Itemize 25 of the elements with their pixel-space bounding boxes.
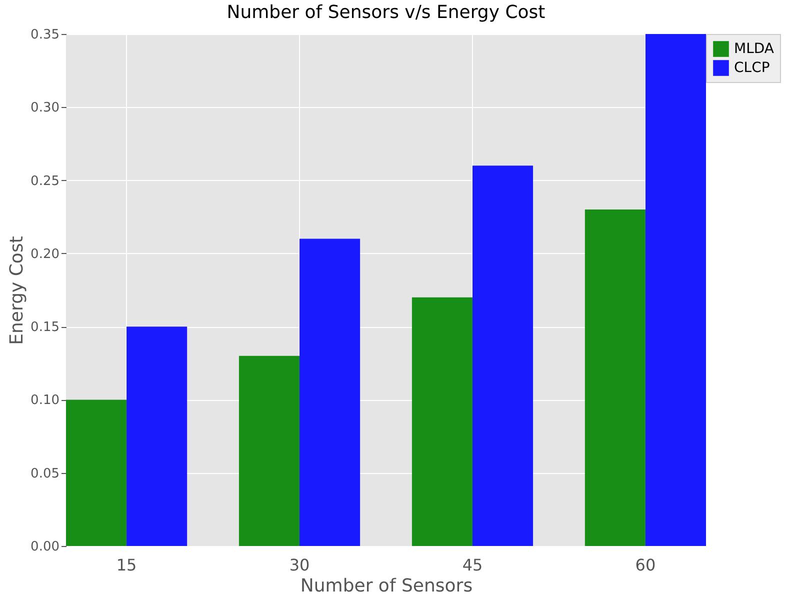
x-tick-label: 60 [635, 556, 656, 574]
y-tick-label: 0.05 [30, 466, 60, 482]
legend-label: MLDA [734, 41, 774, 57]
x-tick-label: 30 [289, 556, 310, 574]
y-tick-label: 0.20 [30, 246, 60, 262]
legend-label: CLCP [734, 60, 770, 76]
y-tick-label: 0.00 [30, 540, 60, 554]
bar [584, 210, 646, 546]
bar [126, 326, 188, 546]
bar [645, 34, 706, 546]
x-tick-label: 45 [462, 556, 483, 574]
bar [66, 400, 127, 546]
bar [412, 297, 472, 546]
y-tick-label: 0.35 [30, 28, 60, 42]
bar [472, 166, 534, 546]
x-tick-label: 15 [116, 556, 137, 574]
bar [300, 238, 360, 546]
y-tick-label: 0.10 [30, 393, 60, 408]
bar [238, 356, 300, 546]
chart-title: Number of Sensors v/s Energy Cost [226, 2, 546, 23]
y-tick-label: 0.30 [30, 100, 60, 116]
x-axis-title: Number of Sensors [300, 576, 473, 596]
y-axis-title: Energy Cost [6, 236, 28, 345]
y-tick-label: 0.15 [30, 320, 60, 336]
y-tick-label: 0.25 [30, 174, 60, 189]
